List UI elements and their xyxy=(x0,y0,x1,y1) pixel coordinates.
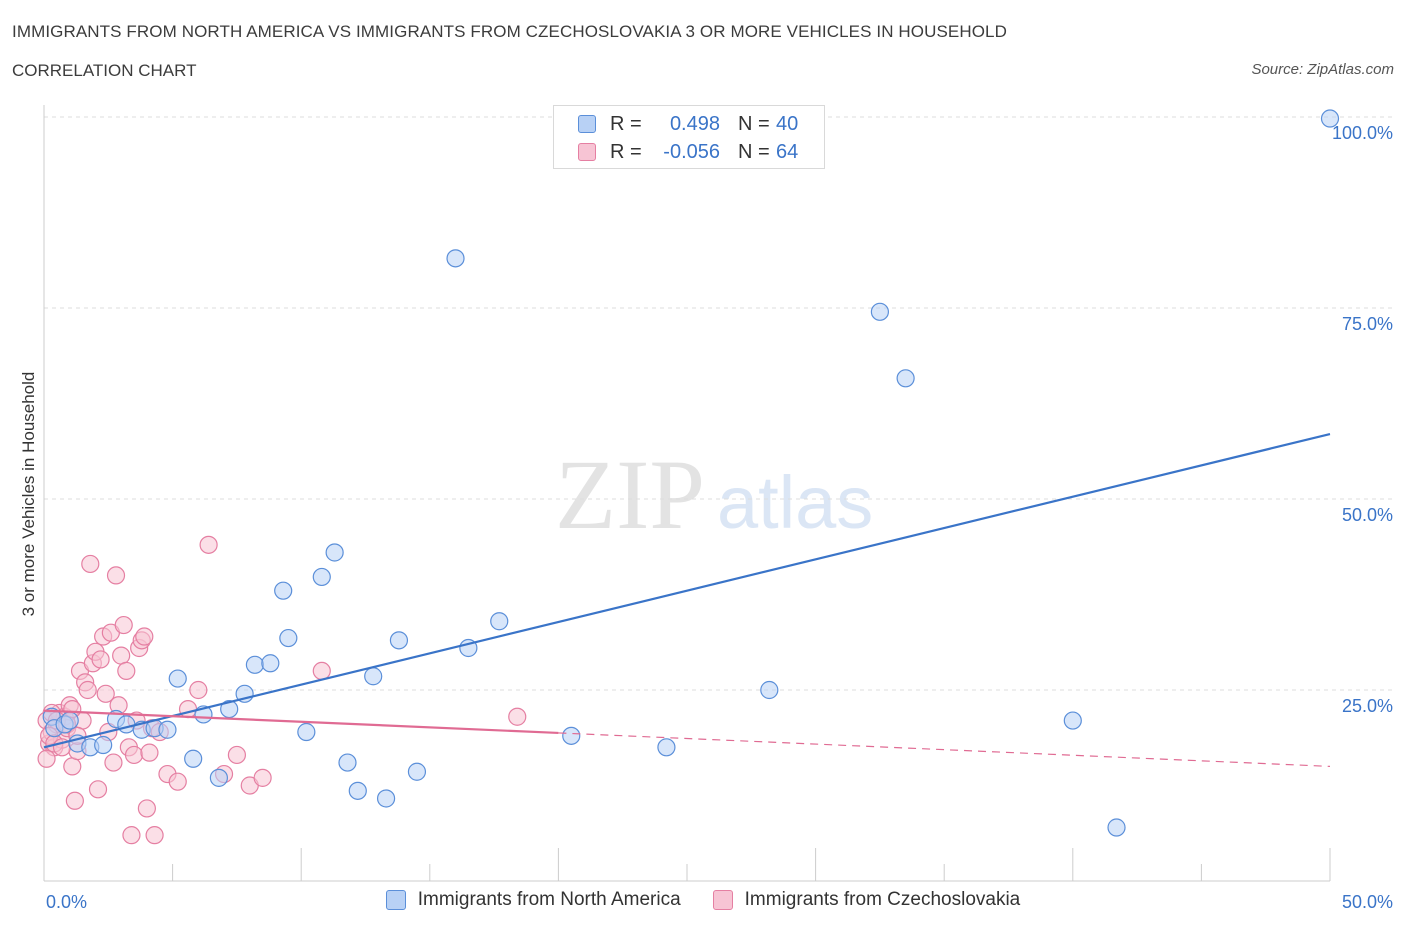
point-north-america xyxy=(94,735,113,755)
trend-czechoslovakia-solid xyxy=(43,709,559,735)
point-czechoslovakia xyxy=(88,780,108,799)
point-czechoslovakia xyxy=(145,826,164,845)
legend-row-north-america: R = 0.498 N = 40 xyxy=(578,111,798,137)
point-czechoslovakia xyxy=(168,772,187,791)
point-north-america xyxy=(446,249,465,268)
legend-label-czechoslovakia: Immigrants from Czechoslovakia xyxy=(744,889,1021,910)
point-north-america xyxy=(60,711,79,730)
point-north-america xyxy=(325,543,344,562)
point-north-america xyxy=(209,768,228,787)
point-north-america xyxy=(490,612,509,631)
point-czechoslovakia xyxy=(178,699,198,719)
point-czechoslovakia xyxy=(135,627,154,646)
point-north-america xyxy=(261,654,280,673)
watermark: ZIP atlas xyxy=(555,439,873,550)
legend-swatch-pink xyxy=(578,143,596,161)
point-north-america xyxy=(348,781,367,800)
legend-item-north-america: Immigrants from North America xyxy=(385,889,681,911)
point-czechoslovakia xyxy=(112,646,131,665)
series-north-america xyxy=(42,109,1340,837)
point-czechoslovakia xyxy=(122,826,141,845)
point-north-america xyxy=(245,655,265,674)
trend-lines xyxy=(43,432,1331,767)
point-north-america xyxy=(274,581,293,600)
legend-n-label: N = xyxy=(738,112,770,135)
tick-labels: 25.0% 50.0% 75.0% 100.0% 0.0% 50.0% xyxy=(46,123,1393,912)
point-czechoslovakia xyxy=(199,535,218,554)
point-north-america xyxy=(279,628,298,648)
trend-czechoslovakia-dashed xyxy=(558,732,1331,767)
legend-n-value: 40 xyxy=(776,112,799,135)
legend-r-value: 0.498 xyxy=(669,112,720,135)
point-north-america xyxy=(184,749,203,768)
point-north-america xyxy=(1063,711,1082,730)
legend-r-label: R = xyxy=(610,112,642,135)
point-north-america xyxy=(297,722,316,742)
point-czechoslovakia xyxy=(124,745,144,765)
point-north-america xyxy=(562,726,581,745)
legend-item-czechoslovakia: Immigrants from Czechoslovakia xyxy=(712,889,1021,911)
point-czechoslovakia xyxy=(63,757,82,776)
point-czechoslovakia xyxy=(65,791,84,810)
legend-r-value: -0.056 xyxy=(663,140,720,163)
point-north-america xyxy=(158,720,177,739)
point-czechoslovakia xyxy=(137,799,156,818)
y-tick-label: 50.0% xyxy=(1342,505,1393,525)
point-north-america xyxy=(407,762,427,781)
point-north-america xyxy=(1320,109,1340,128)
trend-north-america-solid xyxy=(43,432,1331,749)
y-tick-label: 75.0% xyxy=(1342,314,1393,334)
correlation-legend: R = 0.498 N = 40 R = -0.056 N = 64 xyxy=(553,105,825,169)
point-north-america xyxy=(657,738,676,757)
point-north-america xyxy=(312,567,331,587)
gridlines xyxy=(44,116,1395,691)
chart-subtitle: CORRELATION CHART xyxy=(12,61,197,80)
point-north-america xyxy=(896,369,915,388)
point-north-america xyxy=(117,715,136,734)
point-czechoslovakia xyxy=(37,749,56,768)
y-axis-label: 3 or more Vehicles in Household xyxy=(19,372,38,617)
series-legend: Immigrants from North America Immigrants… xyxy=(0,889,1406,911)
point-czechoslovakia xyxy=(312,661,331,681)
point-czechoslovakia xyxy=(114,615,133,635)
point-czechoslovakia xyxy=(104,753,123,772)
point-czechoslovakia xyxy=(78,680,97,700)
legend-label-north-america: Immigrants from North America xyxy=(417,889,681,910)
point-north-america xyxy=(389,631,409,650)
point-czechoslovakia xyxy=(106,566,126,585)
point-czechoslovakia xyxy=(91,650,110,669)
y-tick-label: 25.0% xyxy=(1342,696,1393,716)
legend-swatch-pink xyxy=(712,890,733,910)
chart-title: IMMIGRANTS FROM NORTH AMERICA VS IMMIGRA… xyxy=(12,22,1007,41)
point-czechoslovakia xyxy=(117,661,136,681)
point-czechoslovakia xyxy=(508,707,527,726)
legend-row-czechoslovakia: R = -0.056 N = 64 xyxy=(578,139,798,165)
point-north-america xyxy=(760,680,779,700)
point-czechoslovakia xyxy=(96,684,115,703)
point-czechoslovakia xyxy=(140,743,159,762)
legend-swatch-blue xyxy=(385,890,406,910)
legend-n-label: N = xyxy=(738,140,770,163)
point-north-america xyxy=(1107,818,1126,837)
point-czechoslovakia xyxy=(81,554,100,574)
x-tick-label: 0.0% xyxy=(46,892,87,912)
point-north-america xyxy=(168,669,187,688)
point-north-america xyxy=(364,667,383,686)
y-tick-label: 100.0% xyxy=(1332,123,1393,143)
source-label: Source: ZipAtlas.com xyxy=(1251,61,1394,78)
point-north-america xyxy=(338,753,357,772)
point-czechoslovakia xyxy=(253,768,272,787)
legend-n-value: 64 xyxy=(776,140,799,163)
point-czechoslovakia xyxy=(227,745,246,765)
watermark-zip: ZIP xyxy=(555,439,705,550)
legend-r-label: R = xyxy=(610,140,642,163)
legend-swatch-blue xyxy=(578,115,596,133)
x-tick-label: 50.0% xyxy=(1342,892,1393,912)
watermark-atlas: atlas xyxy=(717,461,873,544)
point-north-america xyxy=(870,302,890,321)
point-north-america xyxy=(376,789,396,808)
point-czechoslovakia xyxy=(189,680,208,700)
